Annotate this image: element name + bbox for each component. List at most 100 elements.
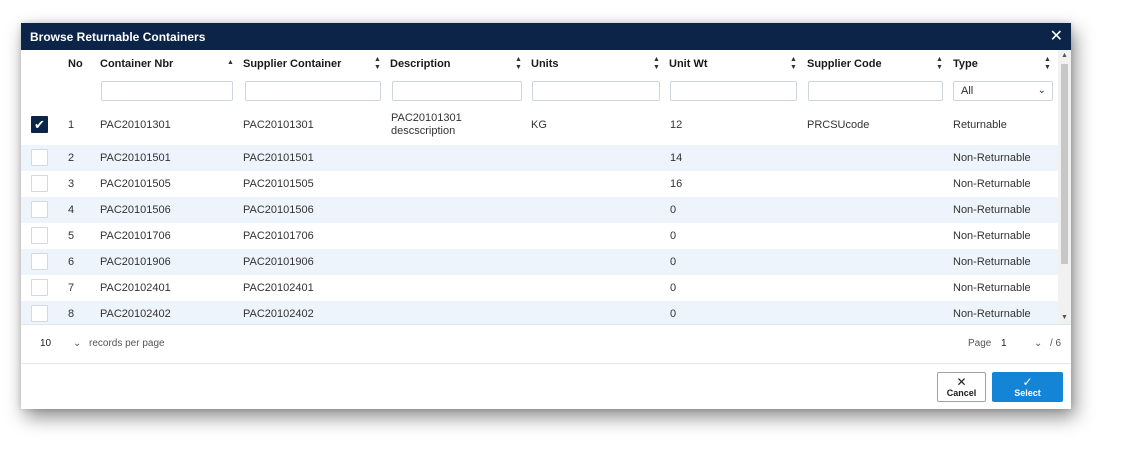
divider bbox=[21, 324, 1071, 325]
col-header-container-nbr[interactable]: Container Nbr bbox=[100, 57, 174, 70]
cell-container-nbr: PAC20101301 bbox=[100, 118, 171, 131]
cell-container-nbr: PAC20102402 bbox=[100, 307, 171, 320]
cell-type: Non-Returnable bbox=[953, 151, 1031, 164]
x-icon: ✕ bbox=[956, 374, 967, 389]
cell-container-nbr: PAC20101506 bbox=[100, 203, 171, 216]
dialog-title: Browse Returnable Containers bbox=[30, 29, 206, 44]
cell-units: KG bbox=[531, 118, 547, 131]
filter-row: All ⌄ bbox=[21, 77, 1058, 105]
select-button-label: Select bbox=[1014, 387, 1041, 398]
description-line: descscription bbox=[391, 125, 456, 137]
cell-unit-wt: 16 bbox=[670, 177, 683, 190]
row-checkbox[interactable] bbox=[31, 253, 48, 270]
current-page-value[interactable]: 1 bbox=[1001, 338, 1007, 349]
cell-supplier-container: PAC20101301 bbox=[243, 118, 314, 131]
table-row[interactable]: 7 PAC20102401 PAC20102401 0 Non-Returnable bbox=[21, 275, 1058, 301]
col-header-unit-wt[interactable]: Unit Wt bbox=[669, 57, 708, 70]
cell-unit-wt: 0 bbox=[670, 255, 677, 268]
sort-both-icon[interactable]: ▲ ▼ bbox=[374, 56, 381, 71]
col-header-supplier-container[interactable]: Supplier Container bbox=[243, 57, 342, 70]
cell-no: 3 bbox=[68, 177, 75, 190]
cell-type: Non-Returnable bbox=[953, 281, 1031, 294]
scrollbar-thumb[interactable] bbox=[1061, 64, 1068, 264]
grid-scrollbar[interactable]: ▲ ▼ bbox=[1058, 50, 1071, 324]
table-row[interactable]: ✔ 1 PAC20101301 PAC20101301 PAC20101301 descs… bbox=[21, 105, 1058, 145]
row-checkbox[interactable] bbox=[31, 175, 48, 192]
cell-unit-wt: 0 bbox=[670, 229, 677, 242]
cell-type: Non-Returnable bbox=[953, 203, 1031, 216]
table-row[interactable]: 3 PAC20101505 PAC20101505 16 Non-Returnable bbox=[21, 171, 1058, 197]
cancel-button-label: Cancel bbox=[946, 387, 977, 398]
scroll-down-icon[interactable]: ▼ bbox=[1061, 314, 1068, 321]
filter-type-value: All bbox=[961, 85, 974, 97]
select-button[interactable]: ✓ Select bbox=[992, 372, 1063, 402]
sort-both-icon[interactable]: ▲ ▼ bbox=[790, 56, 797, 71]
sort-both-icon[interactable]: ▲ ▼ bbox=[515, 56, 522, 71]
filter-units[interactable] bbox=[532, 81, 660, 101]
cell-type: Non-Returnable bbox=[953, 307, 1031, 320]
records-per-page-label: records per page bbox=[89, 338, 165, 349]
cell-unit-wt: 0 bbox=[670, 281, 677, 294]
cancel-button[interactable]: ✕ Cancel bbox=[937, 372, 986, 402]
row-checkbox[interactable] bbox=[31, 227, 48, 244]
description-line: PAC20101301 bbox=[391, 112, 462, 124]
cell-no: 1 bbox=[68, 118, 75, 131]
cell-no: 4 bbox=[68, 203, 75, 216]
filter-supplier-code[interactable] bbox=[808, 81, 943, 101]
page-label: Page bbox=[968, 338, 992, 349]
col-header-supplier-code[interactable]: Supplier Code bbox=[807, 57, 882, 70]
table-row[interactable]: 4 PAC20101506 PAC20101506 0 Non-Returnable bbox=[21, 197, 1058, 223]
scroll-up-icon[interactable]: ▲ bbox=[1061, 52, 1068, 59]
cell-type: Non-Returnable bbox=[953, 255, 1031, 268]
filter-unit-wt[interactable] bbox=[670, 81, 797, 101]
sort-asc-icon[interactable]: ▲ bbox=[227, 59, 234, 66]
row-checkbox[interactable] bbox=[31, 279, 48, 296]
page-size-value[interactable]: 10 bbox=[40, 338, 52, 349]
col-header-units[interactable]: Units bbox=[531, 57, 559, 70]
sort-both-icon[interactable]: ▲ ▼ bbox=[653, 56, 660, 71]
cell-no: 7 bbox=[68, 281, 75, 294]
checkmark-icon: ✓ bbox=[1022, 374, 1033, 389]
cell-unit-wt: 14 bbox=[670, 151, 683, 164]
grid-header: No Container Nbr ▲ Supplier Container ▲ ▼… bbox=[21, 50, 1058, 77]
cell-supplier-container: PAC20101505 bbox=[243, 177, 314, 190]
cell-supplier-container: PAC20101501 bbox=[243, 151, 314, 164]
cell-container-nbr: PAC20101906 bbox=[100, 255, 171, 268]
chevron-down-icon[interactable]: ⌄ bbox=[1034, 338, 1043, 349]
table-row[interactable]: 5 PAC20101706 PAC20101706 0 Non-Returnable bbox=[21, 223, 1058, 249]
cell-supplier-container: PAC20101906 bbox=[243, 255, 314, 268]
col-header-description[interactable]: Description bbox=[390, 57, 451, 70]
filter-description[interactable] bbox=[392, 81, 522, 101]
chevron-down-icon[interactable]: ⌄ bbox=[73, 338, 82, 349]
checkmark-icon: ✔ bbox=[34, 117, 45, 132]
grid-body: ✔ 1 PAC20101301 PAC20101301 PAC20101301 descs… bbox=[21, 105, 1058, 324]
cell-unit-wt: 0 bbox=[670, 203, 677, 216]
table-row[interactable]: 8 PAC20102402 PAC20102402 0 Non-Returnable bbox=[21, 301, 1058, 324]
cell-type: Non-Returnable bbox=[953, 229, 1031, 242]
row-checkbox[interactable] bbox=[31, 201, 48, 218]
cell-supplier-container: PAC20101506 bbox=[243, 203, 314, 216]
table-row[interactable]: 2 PAC20101501 PAC20101501 14 Non-Returnable bbox=[21, 145, 1058, 171]
cell-supplier-container: PAC20102401 bbox=[243, 281, 314, 294]
sort-both-icon[interactable]: ▲ ▼ bbox=[936, 56, 943, 71]
table-row[interactable]: 6 PAC20101906 PAC20101906 0 Non-Returnable bbox=[21, 249, 1058, 275]
filter-type-select[interactable]: All ⌄ bbox=[953, 81, 1053, 101]
chevron-down-icon: ⌄ bbox=[1037, 85, 1046, 96]
sort-both-icon[interactable]: ▲ ▼ bbox=[1044, 56, 1051, 71]
cell-container-nbr: PAC20101501 bbox=[100, 151, 171, 164]
row-checkbox[interactable] bbox=[31, 149, 48, 166]
filter-container-nbr[interactable] bbox=[101, 81, 233, 101]
close-icon[interactable]: ✕ bbox=[1049, 27, 1063, 45]
cell-supplier-container: PAC20102402 bbox=[243, 307, 314, 320]
cell-unit-wt: 0 bbox=[670, 307, 677, 320]
cell-container-nbr: PAC20101505 bbox=[100, 177, 171, 190]
row-checkbox[interactable] bbox=[31, 305, 48, 322]
filter-supplier-container[interactable] bbox=[245, 81, 381, 101]
divider bbox=[21, 363, 1071, 364]
cell-description: PAC20101301 descscription bbox=[391, 105, 462, 145]
col-header-no[interactable]: No bbox=[68, 57, 83, 70]
col-header-type[interactable]: Type bbox=[953, 57, 978, 70]
cell-container-nbr: PAC20102401 bbox=[100, 281, 171, 294]
row-checkbox[interactable]: ✔ bbox=[31, 116, 48, 133]
cell-unit-wt: 12 bbox=[670, 118, 683, 131]
